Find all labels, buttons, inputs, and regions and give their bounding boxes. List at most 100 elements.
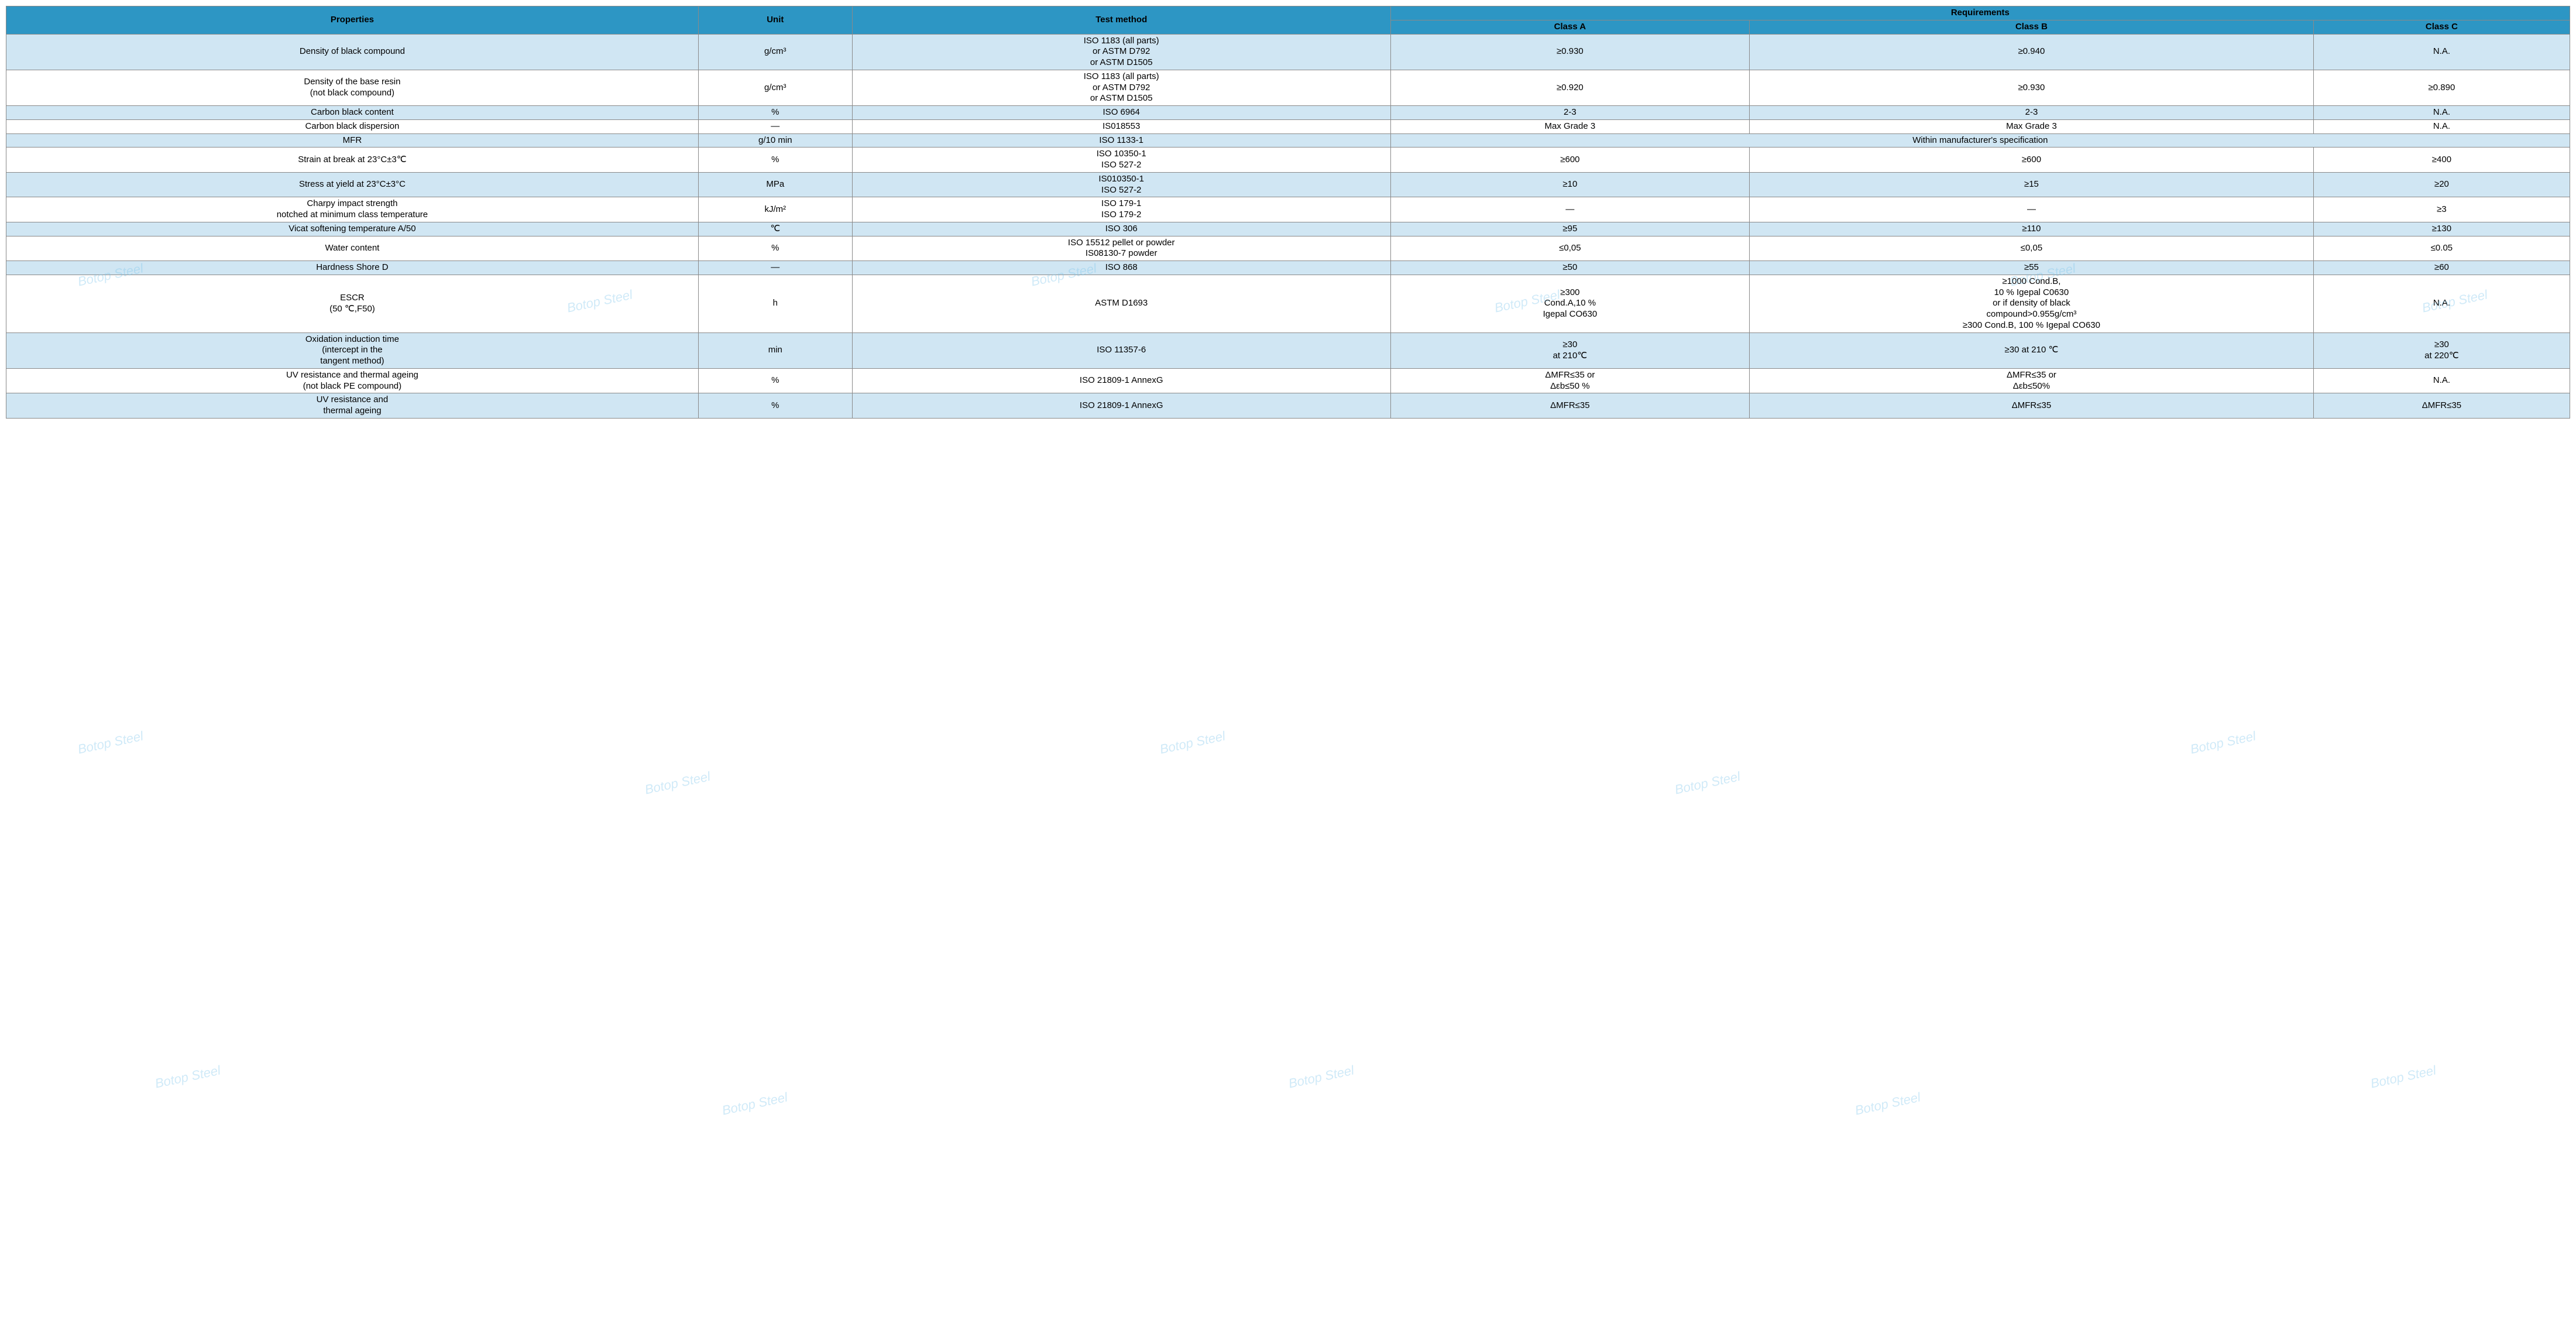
cell-unit: g/cm³ bbox=[698, 70, 852, 105]
table-row: Stress at yield at 23°C±3°CMPaIS010350-1… bbox=[6, 172, 2570, 197]
cell-b: 2-3 bbox=[1750, 106, 2314, 120]
cell-test-method: ASTM D1693 bbox=[852, 275, 1390, 332]
cell-property: Vicat softening temperature A/50 bbox=[6, 222, 699, 236]
watermark: Botop Steel bbox=[1158, 729, 1227, 757]
cell-c: ≥400 bbox=[2313, 148, 2570, 173]
cell-a: ≥300 Cond.A,10 % Igepal CO630 bbox=[1390, 275, 1749, 332]
cell-test-method: ISO 306 bbox=[852, 222, 1390, 236]
cell-unit: % bbox=[698, 368, 852, 393]
table-row: Carbon black content%ISO 69642-32-3N.A. bbox=[6, 106, 2570, 120]
cell-test-method: ISO 21809-1 AnnexG bbox=[852, 393, 1390, 419]
watermark: Botop Steel bbox=[2369, 1063, 2437, 1092]
cell-b: Max Grade 3 bbox=[1750, 119, 2314, 133]
cell-b: ΔMFR≤35 or Δεb≤50% bbox=[1750, 368, 2314, 393]
cell-unit: — bbox=[698, 119, 852, 133]
cell-unit: h bbox=[698, 275, 852, 332]
cell-test-method: IS010350-1 ISO 527-2 bbox=[852, 172, 1390, 197]
col-class-c: Class C bbox=[2313, 20, 2570, 34]
cell-c: ≥3 bbox=[2313, 197, 2570, 222]
cell-c: ≥130 bbox=[2313, 222, 2570, 236]
table-row: UV resistance and thermal ageing%ISO 218… bbox=[6, 393, 2570, 419]
cell-a: ≥95 bbox=[1390, 222, 1749, 236]
table-row: Vicat softening temperature A/50℃ISO 306… bbox=[6, 222, 2570, 236]
table-row: MFRg/10 minISO 1133-1Within manufacturer… bbox=[6, 133, 2570, 148]
watermark: Botop Steel bbox=[1287, 1063, 1356, 1092]
cell-b: ≥15 bbox=[1750, 172, 2314, 197]
cell-property: Strain at break at 23°C±3℃ bbox=[6, 148, 699, 173]
cell-test-method: ISO 6964 bbox=[852, 106, 1390, 120]
table-row: Strain at break at 23°C±3℃%ISO 10350-1 I… bbox=[6, 148, 2570, 173]
table-row: Density of the base resin (not black com… bbox=[6, 70, 2570, 105]
cell-test-method: ISO 868 bbox=[852, 261, 1390, 275]
cell-unit: % bbox=[698, 393, 852, 419]
watermark: Botop Steel bbox=[1674, 769, 1742, 797]
cell-b: ≥0.930 bbox=[1750, 70, 2314, 105]
cell-a: 2-3 bbox=[1390, 106, 1749, 120]
cell-test-method: ISO 1133-1 bbox=[852, 133, 1390, 148]
cell-c: N.A. bbox=[2313, 275, 2570, 332]
watermark: Botop Steel bbox=[720, 1089, 789, 1118]
table-row: UV resistance and thermal ageing (not bl… bbox=[6, 368, 2570, 393]
cell-a: ≥600 bbox=[1390, 148, 1749, 173]
cell-b: ≥55 bbox=[1750, 261, 2314, 275]
cell-a: ≤0,05 bbox=[1390, 236, 1749, 261]
cell-property: Carbon black content bbox=[6, 106, 699, 120]
cell-unit: g/10 min bbox=[698, 133, 852, 148]
cell-c: ≥0.890 bbox=[2313, 70, 2570, 105]
cell-b: — bbox=[1750, 197, 2314, 222]
cell-a: — bbox=[1390, 197, 1749, 222]
cell-unit: min bbox=[698, 332, 852, 368]
cell-unit: g/cm³ bbox=[698, 34, 852, 70]
cell-b: ΔMFR≤35 bbox=[1750, 393, 2314, 419]
cell-test-method: ISO 11357-6 bbox=[852, 332, 1390, 368]
cell-property: Density of black compound bbox=[6, 34, 699, 70]
cell-property: UV resistance and thermal ageing (not bl… bbox=[6, 368, 699, 393]
cell-a: ΔMFR≤35 or Δεb≤50 % bbox=[1390, 368, 1749, 393]
table-row: Oxidation induction time (intercept in t… bbox=[6, 332, 2570, 368]
cell-unit: % bbox=[698, 236, 852, 261]
cell-c: N.A. bbox=[2313, 106, 2570, 120]
cell-c: ≥30 at 220℃ bbox=[2313, 332, 2570, 368]
cell-unit: % bbox=[698, 148, 852, 173]
cell-property: MFR bbox=[6, 133, 699, 148]
cell-c: ΔMFR≤35 bbox=[2313, 393, 2570, 419]
col-requirements: Requirements bbox=[1390, 6, 2570, 20]
cell-b: ≥1000 Cond.B, 10 % Igepal C0630 or if de… bbox=[1750, 275, 2314, 332]
watermark: Botop Steel bbox=[77, 729, 145, 757]
cell-a: ≥0.920 bbox=[1390, 70, 1749, 105]
cell-unit: % bbox=[698, 106, 852, 120]
table-row: ESCR (50 ℃,F50)hASTM D1693≥300 Cond.A,10… bbox=[6, 275, 2570, 332]
col-test-method: Test method bbox=[852, 6, 1390, 35]
watermark: Botop Steel bbox=[2189, 729, 2257, 757]
watermark: Botop Steel bbox=[643, 769, 712, 797]
cell-b: ≥0.940 bbox=[1750, 34, 2314, 70]
table-row: Density of black compoundg/cm³ISO 1183 (… bbox=[6, 34, 2570, 70]
cell-c: N.A. bbox=[2313, 368, 2570, 393]
cell-unit: MPa bbox=[698, 172, 852, 197]
cell-a: ≥30 at 210℃ bbox=[1390, 332, 1749, 368]
cell-test-method: ISO 1183 (all parts) or ASTM D792 or AST… bbox=[852, 34, 1390, 70]
cell-test-method: ISO 21809-1 AnnexG bbox=[852, 368, 1390, 393]
cell-c: N.A. bbox=[2313, 119, 2570, 133]
cell-unit: ℃ bbox=[698, 222, 852, 236]
cell-property: Stress at yield at 23°C±3°C bbox=[6, 172, 699, 197]
col-class-b: Class B bbox=[1750, 20, 2314, 34]
cell-property: Hardness Shore D bbox=[6, 261, 699, 275]
cell-test-method: ISO 15512 pellet or powder IS08130-7 pow… bbox=[852, 236, 1390, 261]
watermark: Botop Steel bbox=[1854, 1089, 1922, 1118]
cell-test-method: IS018553 bbox=[852, 119, 1390, 133]
cell-c: N.A. bbox=[2313, 34, 2570, 70]
cell-a: ≥0.930 bbox=[1390, 34, 1749, 70]
cell-a: ΔMFR≤35 bbox=[1390, 393, 1749, 419]
cell-b: ≥30 at 210 ℃ bbox=[1750, 332, 2314, 368]
cell-c: ≤0.05 bbox=[2313, 236, 2570, 261]
col-class-a: Class A bbox=[1390, 20, 1749, 34]
cell-unit: kJ/m² bbox=[698, 197, 852, 222]
cell-property: Water content bbox=[6, 236, 699, 261]
cell-test-method: ISO 10350-1 ISO 527-2 bbox=[852, 148, 1390, 173]
table-row: Charpy impact strength notched at minimu… bbox=[6, 197, 2570, 222]
cell-property: Density of the base resin (not black com… bbox=[6, 70, 699, 105]
cell-test-method: ISO 1183 (all parts) or ASTM D792 or AST… bbox=[852, 70, 1390, 105]
col-unit: Unit bbox=[698, 6, 852, 35]
cell-property: UV resistance and thermal ageing bbox=[6, 393, 699, 419]
